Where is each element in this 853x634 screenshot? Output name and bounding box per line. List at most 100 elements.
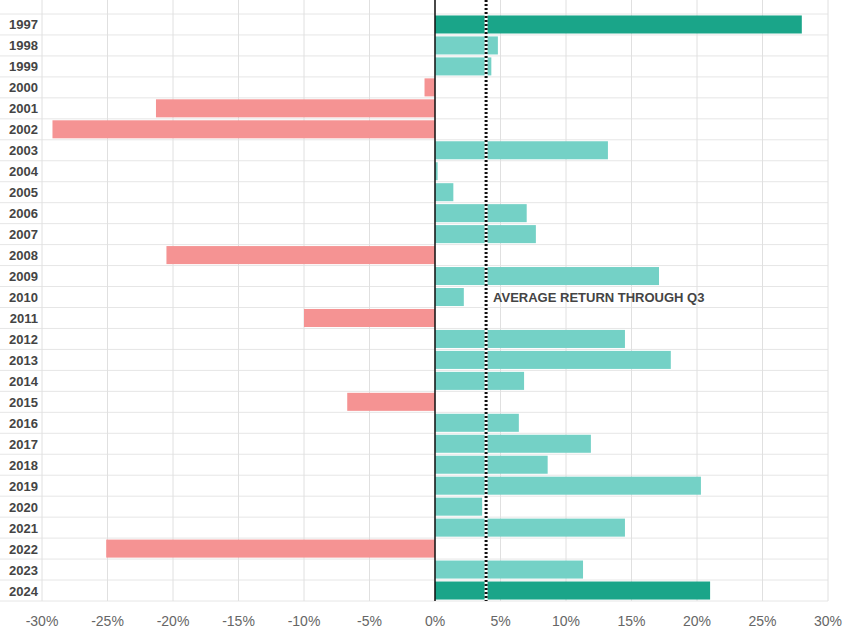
row-line	[0, 139, 828, 140]
category-label: 2005	[9, 185, 38, 200]
bar	[435, 15, 802, 33]
row-line	[0, 349, 828, 350]
tick-label: -30%	[26, 613, 59, 629]
category-label: 1999	[9, 59, 38, 74]
tick-label: 10%	[552, 613, 580, 629]
row-line	[0, 328, 828, 329]
row-line	[0, 244, 828, 245]
row-line	[0, 580, 828, 581]
chart: -30% -25% -20% -15% -10% -5% 0% 5% 10% 15% 20% 25% 3…	[0, 0, 853, 634]
bar	[106, 540, 435, 558]
row-line	[0, 454, 828, 455]
row-line	[0, 433, 828, 434]
bar	[435, 183, 453, 201]
bar	[435, 141, 608, 159]
bar	[435, 519, 625, 537]
tick-label: -10%	[288, 613, 321, 629]
category-label: 2007	[9, 227, 38, 242]
tick-label: 25%	[748, 613, 776, 629]
bar	[52, 120, 435, 138]
grid-line	[369, 0, 370, 601]
row-line	[0, 412, 828, 413]
category-label: 2003	[9, 143, 38, 158]
grid-line	[304, 0, 305, 601]
row-line	[0, 181, 828, 182]
bar	[347, 393, 435, 411]
category-label: 2000	[9, 80, 38, 95]
bar	[435, 582, 710, 600]
tick-label: -15%	[222, 613, 255, 629]
bar	[435, 414, 519, 432]
grid-line	[238, 0, 239, 601]
bar	[435, 372, 524, 390]
category-label: 2001	[9, 101, 38, 116]
row-line	[0, 538, 828, 539]
category-label: 2013	[9, 353, 38, 368]
row-line	[0, 14, 828, 15]
row-line	[0, 475, 828, 476]
category-label: 2014	[9, 374, 39, 389]
average-line	[485, 0, 488, 601]
grid-line	[828, 0, 829, 601]
bar	[435, 204, 527, 222]
category-label: 2023	[9, 563, 38, 578]
category-label: 1997	[9, 17, 38, 32]
bar	[435, 456, 548, 474]
category-label: 1998	[9, 38, 38, 53]
row-line	[0, 160, 828, 161]
row-line	[0, 34, 828, 35]
category-label: 2015	[9, 395, 38, 410]
bar	[435, 477, 701, 495]
zero-axis	[434, 0, 436, 601]
row-line	[0, 517, 828, 518]
category-label: 2021	[9, 521, 38, 536]
bar	[435, 36, 498, 54]
bar	[435, 267, 659, 285]
tick-label: 30%	[814, 613, 842, 629]
category-label: 2017	[9, 437, 38, 452]
tick-label: 5%	[490, 613, 510, 629]
bar	[166, 246, 435, 264]
bar	[435, 561, 583, 579]
category-label: 2004	[9, 164, 39, 179]
row-line	[0, 97, 828, 98]
row-line	[0, 601, 828, 602]
row-line	[0, 370, 828, 371]
row-line	[0, 559, 828, 560]
row-line	[0, 118, 828, 119]
bar	[435, 288, 464, 306]
category-label: 2010	[9, 290, 38, 305]
grid-line	[42, 0, 43, 601]
row-line	[0, 202, 828, 203]
tick-label: -25%	[91, 613, 124, 629]
tick-label: -5%	[357, 613, 382, 629]
bar	[435, 351, 671, 369]
category-label: 2006	[9, 206, 38, 221]
grid-line	[435, 0, 436, 601]
row-line	[0, 223, 828, 224]
bars	[52, 15, 801, 599]
row-line	[0, 76, 828, 77]
grid-line	[762, 0, 763, 601]
grid-line	[107, 0, 108, 601]
annotation: AVERAGE RETURN THROUGH Q3	[493, 290, 704, 305]
bar	[435, 57, 491, 75]
category-label: 2008	[9, 248, 38, 263]
category-label: 2012	[9, 332, 38, 347]
category-label: 2020	[9, 500, 38, 515]
category-label: 2009	[9, 269, 38, 284]
row-line	[0, 391, 828, 392]
row-line	[0, 286, 828, 287]
bar	[435, 498, 482, 516]
row-line	[0, 265, 828, 266]
average-line-bg	[485, 0, 488, 601]
category-label: 2016	[9, 416, 38, 431]
row-line	[0, 496, 828, 497]
row-line	[0, 307, 828, 308]
tick-label: 20%	[683, 613, 711, 629]
tick-label: -20%	[157, 613, 190, 629]
tick-label: 0%	[425, 613, 445, 629]
tick-label: 15%	[617, 613, 645, 629]
category-label: 2002	[9, 122, 38, 137]
bar	[156, 99, 435, 117]
